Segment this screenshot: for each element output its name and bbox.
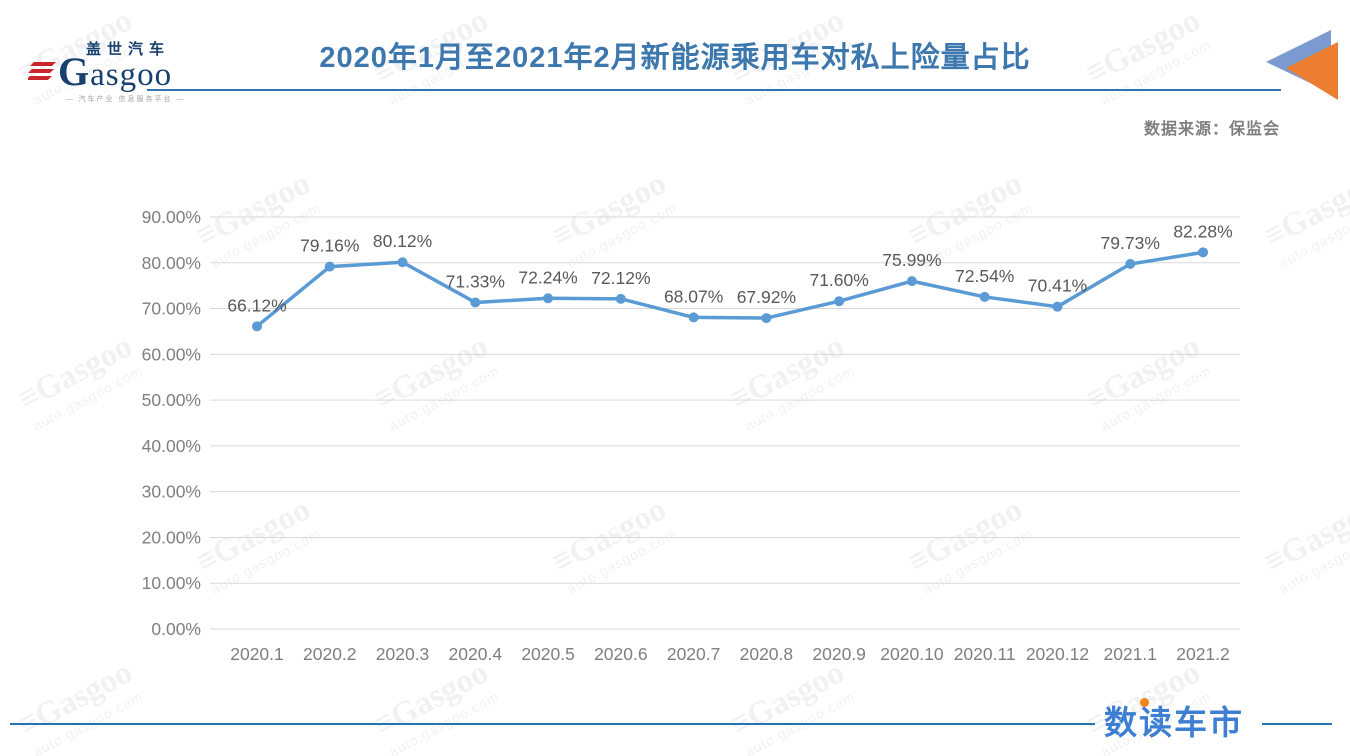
footer-line-right: [1262, 723, 1332, 725]
gasgoo-tagline: — 汽车产业 信息服务平台 —: [65, 96, 186, 104]
gasgoo-rest: asgoo: [90, 57, 173, 93]
footer-brand-logo: 数读车市: [1104, 704, 1244, 741]
gasgoo-logo: 盖世汽车 Gasgoo — 汽车产业 信息服务平台 —: [28, 38, 223, 104]
footer-line-left: [10, 723, 1095, 725]
gasgoo-wordmark: Gasgoo: [58, 52, 172, 92]
gasgoo-stripes-icon: [28, 62, 56, 81]
data-source-label: 数据来源：保监会: [1143, 121, 1280, 138]
double-arrow-icon: [1266, 30, 1338, 100]
page-title: 2020年1月至2021年2月新能源乘用车对私上险量占比: [319, 42, 1031, 74]
header-divider: [147, 89, 1281, 91]
footer-brand-dot-icon: [1140, 698, 1149, 707]
gasgoo-logo-cn-text: 盖世汽车: [86, 41, 171, 58]
gasgoo-g: G: [58, 49, 91, 94]
